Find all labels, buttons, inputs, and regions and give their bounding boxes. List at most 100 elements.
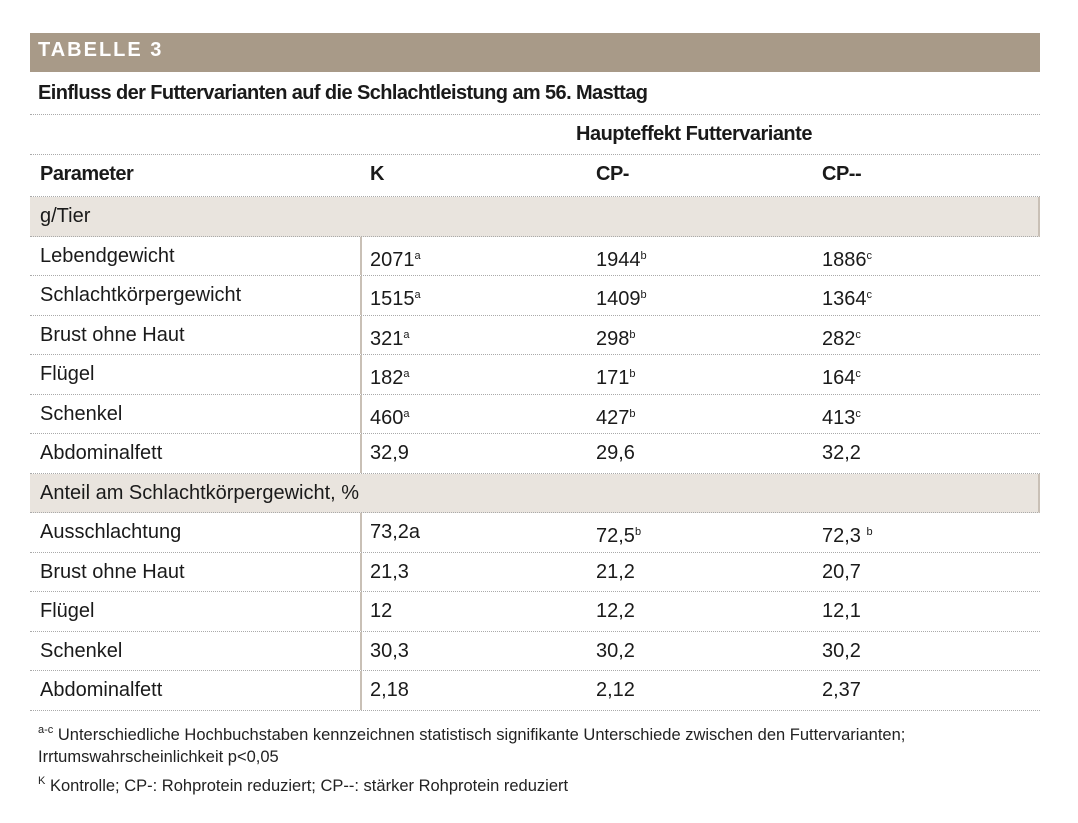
- value-cell: 73,2a: [370, 521, 421, 543]
- value: 1364: [822, 288, 867, 310]
- value-cell: 21,3: [370, 560, 409, 583]
- value-cell: 21,2: [596, 560, 635, 583]
- value-cell: 72,3 b: [822, 513, 873, 552]
- section-label: g/Tier: [40, 205, 91, 227]
- value-cell: 72,5b: [596, 513, 641, 552]
- value: 2071: [370, 248, 415, 271]
- value-cell: 12: [370, 600, 393, 622]
- data-row: Abdominalfett 2,18 2,12 2,37: [30, 671, 1040, 711]
- superscript: b: [634, 526, 642, 538]
- value-cell: 321a: [370, 316, 410, 355]
- superscript: c: [855, 368, 861, 380]
- data-row: Flügel 182a 171b 164c: [30, 355, 1040, 395]
- superscript: c: [855, 407, 861, 420]
- data-area: [360, 355, 1042, 394]
- value: 298: [596, 327, 630, 350]
- row-label: Abdominalfett: [40, 442, 163, 464]
- column-header: CP--: [822, 163, 862, 185]
- value: 1409: [596, 288, 641, 310]
- table-label: TABELLE 3: [30, 33, 1040, 72]
- superscript: c: [855, 328, 861, 341]
- data-area: [360, 552, 1042, 591]
- section-row: g/Tier: [30, 197, 1040, 237]
- superscript: c: [866, 249, 873, 262]
- value: 1944: [596, 248, 641, 271]
- value: 460: [370, 406, 404, 429]
- superscript: c: [866, 289, 873, 301]
- data-area: [360, 671, 1042, 710]
- divider: [30, 73, 1040, 115]
- superscript: a: [403, 407, 410, 420]
- row-label: Ausschlachtung: [40, 521, 182, 543]
- value: 72,5: [596, 525, 635, 547]
- value-cell: 32,2: [822, 442, 861, 464]
- value-cell: 460a: [370, 395, 410, 434]
- group-header: Haupteffekt Futtervariante: [576, 123, 812, 145]
- value: 1886: [822, 248, 867, 271]
- superscript: b: [640, 249, 647, 262]
- data-area: [360, 394, 1042, 433]
- column-header: CP-: [596, 163, 629, 185]
- data-area: [360, 276, 1042, 315]
- data-row: Lebendgewicht 2071a 1944b 1886c: [30, 236, 1040, 276]
- value-cell: 29,6: [596, 442, 635, 464]
- superscript: b: [640, 289, 647, 301]
- row-label: Brust ohne Haut: [40, 323, 185, 346]
- section-row: Anteil am Schlachtkörpergewicht, %: [30, 473, 1040, 513]
- table-title: Einfluss der Futtervarianten auf die Sch…: [38, 82, 648, 104]
- value-cell: 30,2: [596, 639, 635, 662]
- value-cell: 1364c: [822, 276, 872, 315]
- value: 413: [822, 406, 856, 429]
- value-cell: 12,2: [596, 600, 635, 622]
- superscript: b: [629, 368, 636, 380]
- superscript: a: [403, 368, 410, 380]
- superscript: b: [629, 407, 636, 420]
- superscript: b: [629, 328, 636, 341]
- footnote-text: Kontrolle; CP-: Rohprotein reduziert; CP…: [49, 776, 569, 795]
- data-area: [360, 592, 1042, 631]
- value: 182: [370, 367, 404, 389]
- value-cell: 32,9: [370, 442, 409, 464]
- value-cell: 12,1: [822, 600, 861, 622]
- data-row: Abdominalfett 32,9 29,6 32,2: [30, 434, 1040, 474]
- data-area: [360, 315, 1042, 354]
- value: 171: [596, 367, 630, 389]
- column-header: K: [370, 163, 384, 185]
- value-cell: 298b: [596, 316, 636, 355]
- group-header-row: Haupteffekt Futtervariante: [30, 115, 1040, 155]
- value-cell: 1886c: [822, 237, 872, 276]
- data-row: Schenkel 460a 427b 413c: [30, 394, 1042, 434]
- data-row: Ausschlachtung 73,2a 72,5b 72,3 b: [30, 513, 1040, 553]
- footnote: a-c Unterschiedliche Hochbuchstaben kenn…: [38, 719, 1038, 768]
- value-cell: 2,37: [822, 679, 861, 701]
- data-row: Flügel 12 12,2 12,1: [30, 592, 1040, 632]
- data-row: Schlachtkörpergewicht 1515a 1409b 1364c: [30, 276, 1040, 316]
- footnote: K Kontrolle; CP-: Rohprotein reduziert; …: [38, 770, 1038, 797]
- row-label: Brust ohne Haut: [40, 560, 185, 583]
- value-cell: 427b: [596, 395, 636, 434]
- row-label: Flügel: [40, 600, 95, 622]
- value: 1515: [370, 288, 415, 310]
- data-row: Schenkel 30,3 30,2 30,2: [30, 631, 1040, 671]
- header-row: Parameter K CP- CP--: [30, 155, 1040, 197]
- superscript: a: [414, 249, 421, 262]
- data-area: [360, 434, 1042, 473]
- value-cell: 30,3: [370, 639, 409, 662]
- value: 282: [822, 327, 856, 350]
- value: 321: [370, 327, 404, 350]
- data-area: [360, 513, 1042, 552]
- value: 427: [596, 406, 630, 429]
- row-label: Flügel: [40, 363, 95, 385]
- value-cell: 1409b: [596, 276, 647, 315]
- section-label: Anteil am Schlachtkörpergewicht, %: [40, 481, 360, 504]
- row-label: Schenkel: [40, 402, 123, 425]
- value: 72,3: [822, 525, 867, 547]
- row-label: Abdominalfett: [40, 679, 163, 701]
- value-cell: 182a: [370, 355, 410, 394]
- footnote-marker: K: [38, 774, 46, 787]
- row-label: Schenkel: [40, 639, 123, 662]
- value-cell: 413c: [822, 395, 861, 434]
- column-header: Parameter: [40, 163, 134, 185]
- value-cell: 20,7: [822, 560, 861, 583]
